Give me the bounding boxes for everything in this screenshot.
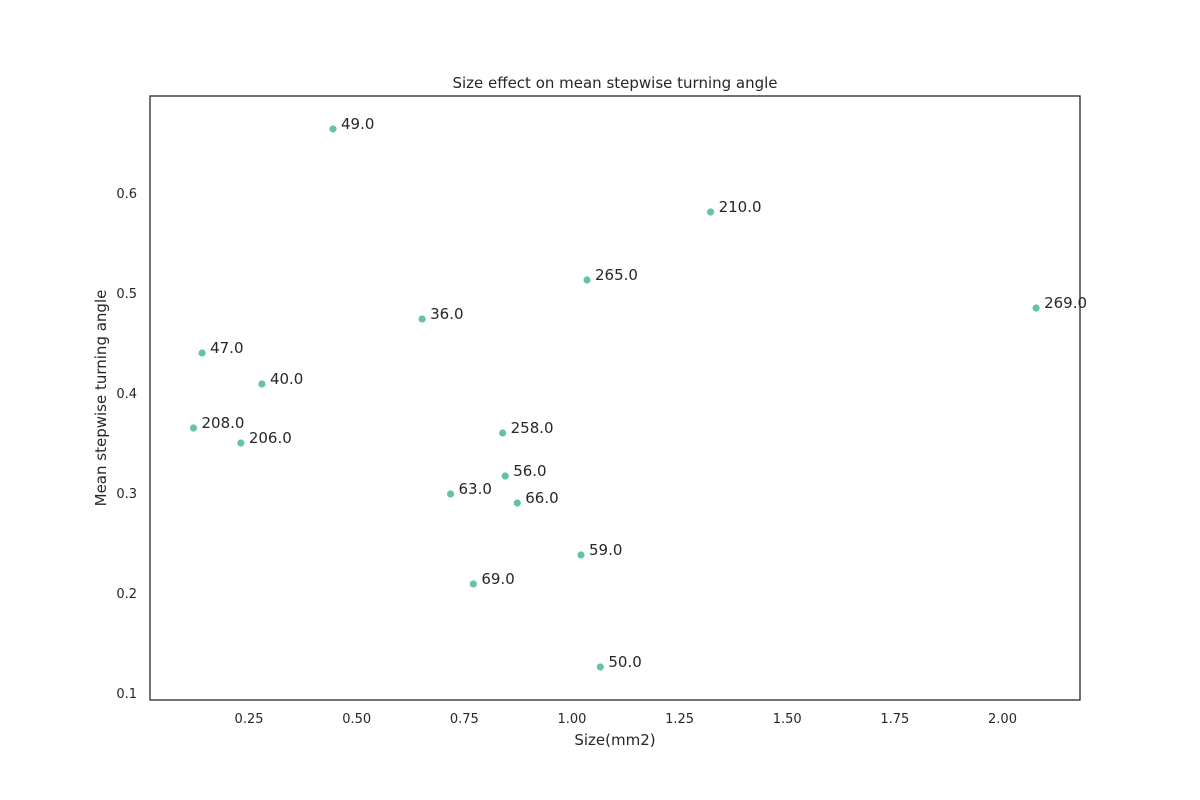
data-point-label: 258.0 — [511, 419, 554, 437]
data-point-label: 59.0 — [589, 541, 622, 559]
data-point-label: 66.0 — [525, 489, 558, 507]
y-tick-label: 0.3 — [116, 487, 137, 502]
x-tick-label: 1.75 — [880, 712, 909, 727]
y-tick-label: 0.4 — [116, 387, 137, 402]
data-point — [1032, 304, 1040, 312]
x-tick-label: 1.00 — [557, 712, 586, 727]
data-point-label: 49.0 — [341, 115, 374, 133]
data-point-label: 47.0 — [210, 339, 243, 357]
y-tick-label: 0.5 — [116, 287, 137, 302]
data-point — [237, 439, 245, 447]
x-axis-label: Size(mm2) — [574, 731, 655, 749]
data-point — [469, 580, 477, 588]
data-point — [258, 380, 266, 388]
data-point — [583, 276, 591, 284]
data-point-label: 40.0 — [270, 370, 303, 388]
data-point — [577, 551, 585, 559]
y-axis-label: Mean stepwise turning angle — [92, 290, 110, 507]
ticks-layer: 0.25 0.50 0.75 1.00 1.25 1.50 1.75 2.00 0.1 0.2 0.… — [116, 187, 1017, 727]
plot-frame — [149, 95, 1081, 701]
data-point-label: 206.0 — [249, 429, 292, 447]
x-tick-label: 0.25 — [235, 712, 264, 727]
x-tick-label: 1.25 — [665, 712, 694, 727]
points-layer: 49.0 210.0 265.0 269.0 36.0 47.0 40.0 208.0 206.… — [189, 115, 1087, 671]
data-point-label: 56.0 — [513, 462, 546, 480]
data-point — [499, 429, 507, 437]
data-point — [706, 208, 715, 216]
data-point — [446, 490, 455, 498]
data-point — [596, 663, 604, 671]
x-tick-label: 1.50 — [773, 712, 802, 727]
data-point — [198, 349, 206, 357]
data-point — [418, 315, 426, 323]
y-tick-label: 0.2 — [116, 587, 137, 602]
x-tick-label: 2.00 — [988, 712, 1017, 727]
data-point-label: 208.0 — [201, 414, 244, 432]
data-point-label: 269.0 — [1044, 294, 1087, 312]
y-tick-label: 0.1 — [116, 687, 137, 702]
data-point-label: 210.0 — [719, 198, 762, 216]
data-point — [501, 472, 509, 480]
data-point-label: 265.0 — [595, 266, 638, 284]
data-point-label: 63.0 — [459, 480, 492, 498]
data-point — [189, 424, 198, 432]
y-tick-label: 0.6 — [116, 187, 137, 202]
data-point-label: 69.0 — [481, 570, 514, 588]
x-tick-label: 0.50 — [342, 712, 371, 727]
data-point — [513, 499, 521, 507]
x-tick-label: 0.75 — [450, 712, 479, 727]
data-point-label: 36.0 — [430, 305, 463, 323]
data-point — [329, 125, 337, 133]
chart-title: Size effect on mean stepwise turning ang… — [452, 74, 777, 92]
data-point-label: 50.0 — [608, 653, 641, 671]
